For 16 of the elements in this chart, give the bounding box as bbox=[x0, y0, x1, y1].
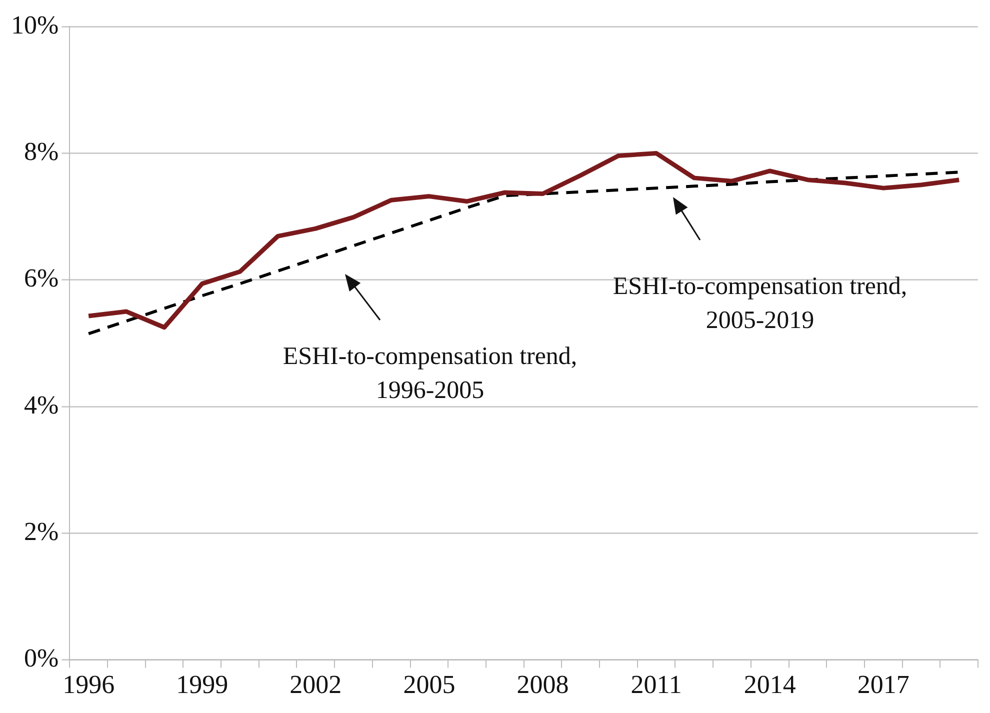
x-tick-label: 2002 bbox=[290, 670, 342, 700]
y-tick-label: 0% bbox=[24, 644, 59, 673]
y-tick-label: 8% bbox=[24, 137, 59, 166]
y-tick-label: 10% bbox=[10, 10, 59, 40]
x-tick-label: 2017 bbox=[857, 670, 910, 700]
x-tick-label: 2008 bbox=[516, 670, 569, 700]
y-tick-label: 4% bbox=[24, 390, 59, 420]
x-tick-label: 2014 bbox=[744, 670, 796, 700]
x-tick-label: 1996 bbox=[62, 670, 115, 700]
y-tick-label: 2% bbox=[24, 516, 59, 546]
annotation: ESHI-to-compensation trend, 1996-2005 bbox=[282, 342, 578, 406]
x-tick-label: 2005 bbox=[403, 670, 456, 700]
x-tick-label: 1999 bbox=[176, 670, 228, 700]
y-tick-label: 6% bbox=[24, 264, 59, 293]
annotation: ESHI-to-compensation trend, 2005-2019 bbox=[612, 272, 908, 336]
x-tick-label: 2011 bbox=[630, 670, 682, 700]
